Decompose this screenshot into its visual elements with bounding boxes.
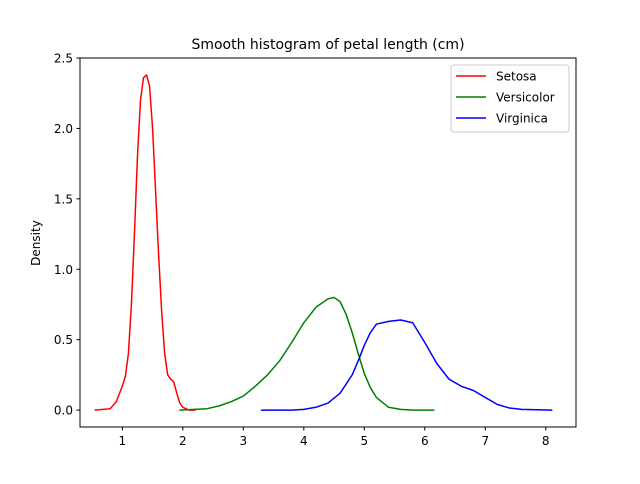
x-tick-label: 8 <box>542 434 550 448</box>
y-tick-label: 1.5 <box>54 192 73 206</box>
x-tick-label: 4 <box>300 434 308 448</box>
legend-label-setosa: Setosa <box>496 70 537 84</box>
series-line-setosa <box>94 74 196 411</box>
y-tick-label: 2.5 <box>54 52 73 66</box>
x-axis: 1 2 3 4 5 6 7 8 <box>119 427 550 448</box>
y-axis-label: Density <box>29 220 43 266</box>
x-tick-label: 7 <box>481 434 489 448</box>
x-tick-label: 6 <box>421 434 429 448</box>
axes-layer <box>79 57 577 428</box>
series-layer <box>94 74 553 411</box>
x-tick-label: 2 <box>179 434 187 448</box>
series-line-versicolor <box>179 296 435 411</box>
x-tick-label: 1 <box>119 434 127 448</box>
y-axis: 0.0 0.5 1.0 1.5 2.0 2.5 <box>54 52 80 418</box>
legend: Setosa Versicolor Virginica <box>450 64 570 133</box>
x-tick-label: 5 <box>360 434 368 448</box>
y-tick-label: 0.5 <box>54 333 73 347</box>
y-tick-label: 0.0 <box>54 404 73 418</box>
chart-title: Smooth histogram of petal length (cm) <box>191 37 464 53</box>
legend-label-virginica: Virginica <box>496 112 548 126</box>
y-tick-label: 2.0 <box>54 122 73 136</box>
y-tick-label: 1.0 <box>54 263 73 277</box>
series-line-virginica <box>260 319 553 411</box>
legend-label-versicolor: Versicolor <box>496 91 555 105</box>
plot-frame <box>79 57 577 428</box>
legend-frame <box>450 64 570 133</box>
x-tick-label: 3 <box>239 434 247 448</box>
